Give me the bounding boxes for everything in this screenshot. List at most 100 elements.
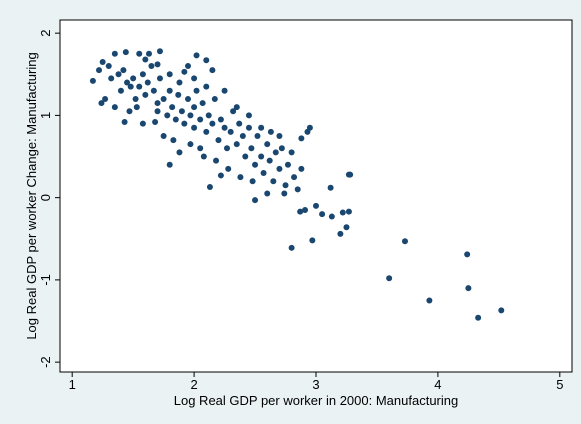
point [426,297,433,304]
point [142,56,149,63]
point [148,63,155,70]
point [282,182,289,189]
point [248,145,255,152]
point [343,224,350,231]
point [96,67,103,74]
point [288,149,295,156]
point [464,251,471,258]
y-tick-label: -1 [38,274,53,286]
point [172,116,179,123]
point [465,285,472,292]
point [139,71,146,78]
point [288,244,295,251]
point [254,132,261,139]
point [197,116,204,123]
point [313,202,319,209]
point [258,153,265,160]
point [89,77,96,84]
point [191,124,198,131]
point [260,169,267,176]
point [242,153,249,160]
point [99,58,106,65]
point [154,61,161,68]
point [233,104,240,111]
point [291,174,298,181]
point [276,132,283,139]
y-tick-label: 1 [38,112,53,119]
point [211,95,218,102]
point [127,83,134,90]
point [102,95,109,102]
point [284,161,291,168]
point [258,124,265,131]
point [328,213,335,220]
point [156,48,163,55]
point [178,108,185,115]
point [233,141,240,148]
point [264,141,271,148]
x-tick-label: 1 [69,377,76,392]
x-tick-label: 4 [434,377,441,392]
point [203,57,210,64]
point [337,230,344,237]
point [217,116,224,123]
point [401,238,408,245]
point [227,128,234,135]
point [345,208,352,215]
point [185,63,191,70]
point [105,63,112,70]
y-tick-label: -2 [38,356,53,368]
point [133,104,140,111]
point [203,128,210,135]
point [181,120,188,127]
point [122,49,129,56]
point [205,112,212,119]
point [297,208,304,215]
y-tick-label: 0 [38,194,53,201]
point [199,100,206,107]
point [345,171,352,178]
point [224,145,231,152]
point [209,67,216,74]
point [264,190,271,197]
point [187,141,194,148]
point [124,79,131,86]
x-tick-label: 3 [312,377,319,392]
point [193,52,200,59]
point [206,183,213,190]
point [160,132,167,139]
point [298,135,305,142]
point [136,83,143,90]
point [213,157,220,164]
point [475,314,482,321]
point [304,128,311,135]
point [270,178,277,185]
point [144,79,151,86]
y-tick-label: 2 [38,30,53,37]
point [185,95,191,102]
point [217,172,224,179]
point [164,112,171,119]
point [200,153,207,160]
point [221,87,228,94]
point [230,108,237,115]
point [339,209,346,216]
point [225,165,232,172]
point [117,87,124,94]
point [252,161,259,168]
point [150,87,157,94]
point [166,161,173,168]
point [319,211,326,218]
point [236,120,243,127]
point [121,118,128,125]
point [203,83,210,90]
point [152,118,159,125]
point [386,275,393,282]
point [154,100,161,107]
point [166,87,173,94]
point [266,157,273,164]
point [166,71,173,78]
point [298,165,305,172]
point [245,112,252,119]
point [272,149,279,156]
